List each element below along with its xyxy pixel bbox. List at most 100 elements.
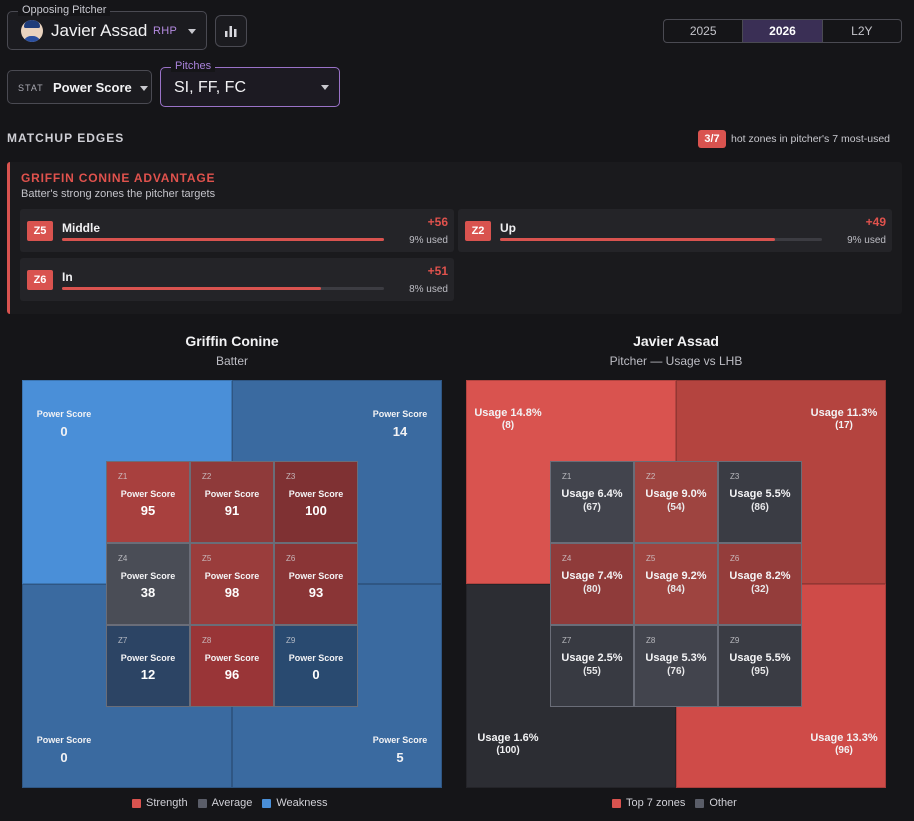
- chevron-down-icon: [140, 86, 148, 91]
- zone-bar: [500, 238, 822, 241]
- batter-panel-subtitle: Batter: [215, 354, 248, 368]
- stat-tag: STAT: [18, 83, 44, 93]
- zone-cell[interactable]: Z2 Usage 9.0% (54): [634, 461, 718, 543]
- zone-cell[interactable]: Z7 Power Score 12: [106, 625, 190, 707]
- zone-id: Z2: [646, 472, 656, 481]
- legend-swatch: [612, 798, 621, 808]
- batter-legend: Strength Average Weakness: [132, 797, 328, 809]
- zone-value: 12: [140, 667, 156, 682]
- zone-value: (67): [583, 502, 601, 513]
- outer-zone-metric: Power Score: [36, 735, 92, 745]
- advantage-panel: GRIFFIN CONINE ADVANTAGE Batter's strong…: [7, 162, 902, 314]
- zone-card: Z5 Middle +56 9% used: [20, 209, 454, 252]
- zone-metric: Usage 2.5%: [561, 652, 623, 664]
- zone-metric: Power Score: [120, 653, 176, 663]
- pitcher-avatar: [21, 20, 43, 42]
- outer-zone-metric: Usage 13.3%: [810, 732, 878, 744]
- zone-cell[interactable]: Z4 Power Score 38: [106, 543, 190, 625]
- zone-id: Z5: [646, 554, 656, 563]
- zone-cell[interactable]: Z9 Power Score 0: [274, 625, 358, 707]
- zone-value: (80): [583, 584, 601, 595]
- zone-cell[interactable]: Z8 Power Score 96: [190, 625, 274, 707]
- pitches-select[interactable]: Pitches SI, FF, FC: [160, 60, 340, 107]
- legend-label: Other: [709, 797, 737, 809]
- zone-cell[interactable]: Z9 Usage 5.5% (95): [718, 625, 802, 707]
- legend-item: Top 7 zones: [612, 797, 685, 809]
- legend-label: Weakness: [276, 797, 328, 809]
- zone-id: Z7: [118, 636, 128, 645]
- advantage-title: GRIFFIN CONINE ADVANTAGE: [21, 171, 216, 185]
- zone-metric: Usage 8.2%: [729, 570, 791, 582]
- zone-badge: Z5: [27, 221, 53, 241]
- zone-value: 98: [224, 585, 240, 600]
- zone-metric: Power Score: [204, 571, 260, 581]
- zone-cell[interactable]: Z6 Power Score 93: [274, 543, 358, 625]
- zone-name: Up: [500, 221, 516, 235]
- zone-delta: +56: [427, 215, 448, 229]
- zone-id: Z5: [202, 554, 212, 563]
- zone-metric: Usage 5.5%: [729, 652, 791, 664]
- zone-id: Z7: [562, 636, 572, 645]
- pitches-label: Pitches: [171, 60, 216, 72]
- outer-zone-value: 0: [60, 750, 68, 765]
- legend-label: Top 7 zones: [626, 797, 686, 809]
- zone-cell[interactable]: Z3 Usage 5.5% (86): [718, 461, 802, 543]
- zone-value: 95: [140, 503, 156, 518]
- zone-id: Z6: [730, 554, 740, 563]
- zone-value: (55): [583, 666, 601, 677]
- zone-value: 100: [305, 503, 327, 518]
- zone-name: Middle: [62, 221, 100, 235]
- zone-cell[interactable]: Z1 Usage 6.4% (67): [550, 461, 634, 543]
- pitches-value: SI, FF, FC: [174, 79, 246, 96]
- outer-zone-value: 14: [392, 424, 408, 439]
- outer-zone-label: Power Score 0: [29, 409, 99, 439]
- zone-card: Z2 Up +49 9% used: [458, 209, 892, 252]
- legend-label: Strength: [146, 797, 188, 809]
- zone-cell[interactable]: Z5 Usage 9.2% (84): [634, 543, 718, 625]
- year-option[interactable]: L2Y: [851, 24, 873, 38]
- zone-value: (84): [667, 584, 685, 595]
- legend-swatch: [132, 798, 141, 808]
- legend-swatch: [695, 798, 705, 808]
- zone-metric: Usage 5.5%: [729, 488, 791, 500]
- zone-id: Z9: [286, 636, 296, 645]
- batter-panel-title: Griffin Conine: [185, 333, 279, 349]
- advantage-subtitle: Batter's strong zones the pitcher target…: [21, 188, 216, 200]
- zone-metric: Usage 5.3%: [645, 652, 707, 664]
- zone-value: 0: [312, 667, 320, 682]
- zone-badge: Z6: [27, 270, 53, 290]
- zone-card: Z6 In +51 8% used: [20, 258, 454, 301]
- year-option-selected[interactable]: 2026: [743, 20, 823, 42]
- zone-cell[interactable]: Z4 Usage 7.4% (80): [550, 543, 634, 625]
- matchup-edges-title: MATCHUP EDGES: [7, 131, 125, 145]
- outer-zone-label: Usage 13.3% (96): [799, 732, 886, 756]
- zone-bar: [62, 238, 384, 241]
- outer-zone-label: Power Score 14: [365, 409, 435, 439]
- zone-cell[interactable]: Z6 Usage 8.2% (32): [718, 543, 802, 625]
- outer-zone-label: Usage 14.8% (8): [466, 407, 553, 431]
- pitcher-zone-grid: Usage 14.8% (8) Usage 11.3% (17) Usage 1.6%(…: [466, 380, 886, 788]
- pitcher-select[interactable]: Opposing Pitcher Javier Assad RHP: [7, 4, 207, 50]
- zone-id: Z3: [286, 472, 296, 481]
- chevron-down-icon: [188, 29, 196, 34]
- zone-cell[interactable]: Z8 Usage 5.3% (76): [634, 625, 718, 707]
- year-option[interactable]: 2025: [664, 20, 744, 42]
- zone-value: 93: [308, 585, 324, 600]
- zone-value: (76): [667, 666, 685, 677]
- zone-cell[interactable]: Z7 Usage 2.5% (55): [550, 625, 634, 707]
- zone-cell[interactable]: Z2 Power Score 91: [190, 461, 274, 543]
- legend-item: Other: [695, 797, 737, 809]
- zone-id: Z4: [562, 554, 572, 563]
- zone-bar-fill: [62, 287, 322, 290]
- outer-zone-label: Power Score 5: [365, 735, 435, 765]
- zone-metric: Power Score: [288, 489, 344, 499]
- zone-cell[interactable]: Z3 Power Score 100: [274, 461, 358, 543]
- zone-cell[interactable]: Z1 Power Score 95: [106, 461, 190, 543]
- bar-chart-button[interactable]: [215, 15, 247, 47]
- zone-value: (54): [667, 502, 685, 513]
- zone-cell[interactable]: Z5 Power Score 98: [190, 543, 274, 625]
- outer-zone-value: (8): [501, 420, 515, 431]
- zone-used: 9% used: [847, 235, 886, 246]
- stat-select[interactable]: STAT Power Score: [7, 70, 152, 104]
- legend-swatch: [197, 798, 207, 808]
